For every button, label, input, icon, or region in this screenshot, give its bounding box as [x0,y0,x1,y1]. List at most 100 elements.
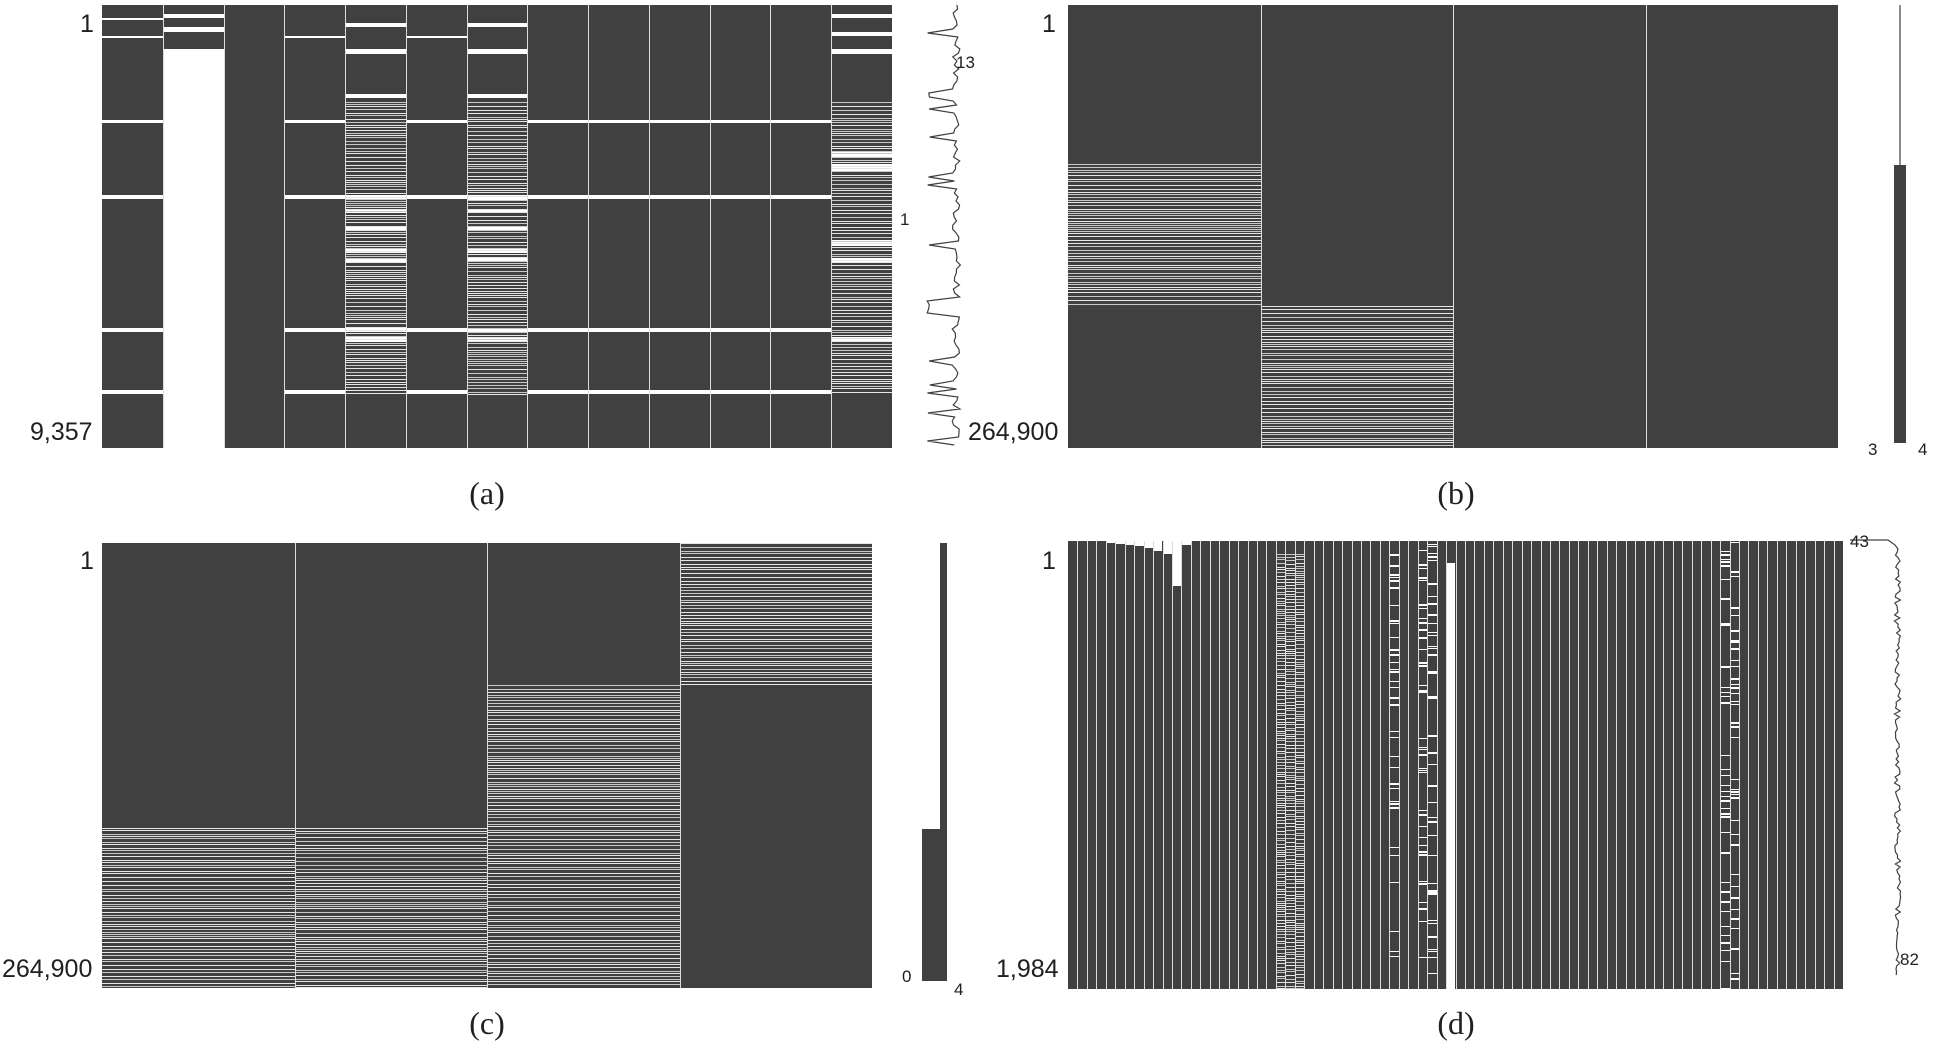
missing-row-line [679,551,872,552]
missing-row-line [1294,910,1305,912]
missing-row-line [294,864,487,866]
missing-band [466,93,528,99]
matrix-column-d-12 [1171,541,1182,989]
missing-row-line [1285,868,1295,870]
missing-row-line [345,306,406,308]
matrix-column-d-44 [1474,541,1484,989]
missing-row-line [1285,606,1295,608]
missing-row-line [487,919,680,921]
missing-row-line [1275,926,1286,928]
missing-row-line [679,625,872,626]
missing-top-band [1162,541,1172,555]
missing-row-line [345,270,406,272]
column-separator [1578,541,1580,989]
missing-band [588,390,649,394]
missing-row-line [1285,619,1295,621]
missing-top-band [1171,541,1182,586]
column-separator [709,5,711,448]
matrix-column-d-46 [1493,541,1503,989]
missing-band [162,49,224,56]
missing-row-line [466,328,528,330]
missing-band [345,49,406,54]
missing-row-line [1275,783,1286,785]
missing-row-line [1294,563,1305,565]
matrix-column-d-11 [1162,541,1172,989]
missing-row-line [466,154,528,156]
column-separator [223,5,225,448]
missing-row-line [1260,387,1453,389]
missing-band [405,195,467,199]
missing-row-line [1285,819,1295,821]
sparkline-max-label-d: 82 [1900,950,1919,969]
sparkline-bar-left-c [922,829,942,981]
missing-row-line [1260,328,1453,330]
missing-row-line [679,623,872,624]
missing-row-line [1275,731,1286,733]
column-separator [1313,541,1315,989]
missing-row-line [1294,718,1305,720]
missing-row-line [345,343,406,345]
missing-row-line [345,230,406,232]
missing-row-line [1389,788,1399,790]
missing-row-line [345,106,406,108]
missing-row-line [1427,654,1437,656]
missing-row-line [345,354,406,356]
missing-band [284,195,346,199]
missing-row-line [1720,578,1730,581]
missing-row-line [102,866,295,868]
matrix-column-d-81 [1824,541,1834,989]
missing-row-line [1729,789,1740,791]
missing-row-line [466,203,528,205]
missing-row-line [345,171,406,173]
missing-row-line [1260,401,1453,403]
missing-row-line [1275,601,1286,603]
missing-row-line [1417,754,1428,756]
missing-row-line [466,352,528,354]
missing-row-line [466,282,528,284]
missing-row-line [466,176,528,178]
missing-band [466,22,528,28]
missing-row-line [1068,250,1261,252]
matrix-column-d-18 [1228,541,1239,989]
missing-row-line [345,345,406,347]
missing-row-line [1068,267,1261,269]
missing-row-line [1417,747,1428,749]
missing-row-line [1294,633,1305,635]
missing-row-line [487,695,680,697]
missing-row-line [679,567,872,568]
missing-row-line [1285,814,1295,816]
missing-row-line [1275,636,1286,638]
missing-row-line [466,394,528,396]
missing-row-line [1285,887,1295,889]
missing-row-line [466,339,528,341]
missing-row-line [831,120,892,122]
missing-row-line [1285,714,1295,716]
missing-row-line [1275,557,1286,559]
missing-row-line [831,293,892,295]
missing-row-line [102,914,295,916]
missing-row-line [1285,876,1295,878]
missing-row-line [1275,960,1286,962]
missing-band [770,120,832,124]
matrix-column-d-1 [1068,541,1078,989]
missing-row-line [294,971,487,973]
missing-row-line [1275,963,1286,965]
missing-row-line [466,322,528,324]
matrix-column-b-4 [1645,5,1838,448]
missing-row-line [1275,905,1286,907]
missing-row-line [102,864,295,866]
missing-row-line [679,661,872,662]
column-separator [1559,541,1561,989]
missing-row-line [102,829,295,831]
missing-row-line [831,273,892,275]
missing-row-line [831,355,892,357]
missing-row-line [1294,914,1305,916]
missing-row-line [466,200,528,202]
missing-row-line [1275,582,1286,584]
missing-row-line [1417,901,1428,904]
missing-row-line [1260,367,1453,369]
missing-band [345,257,406,262]
missing-row-line [1294,734,1305,736]
column-separator [1625,541,1627,989]
missing-row-line [1417,604,1428,606]
